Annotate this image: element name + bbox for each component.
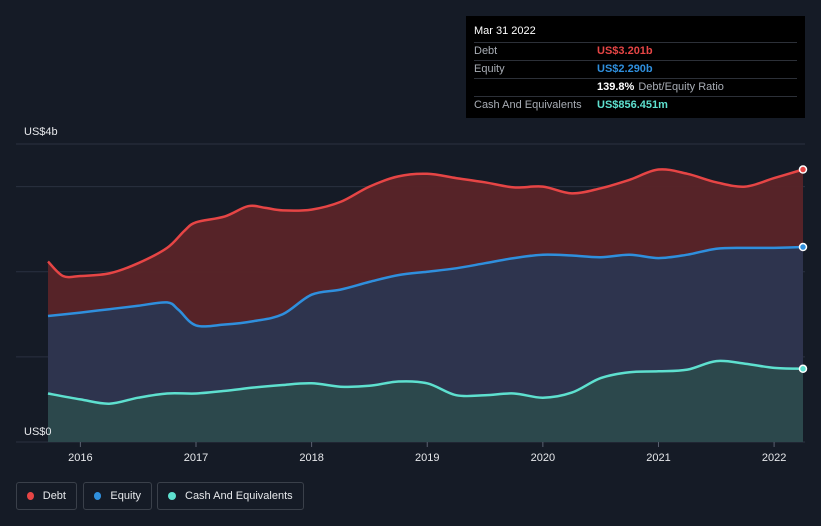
series-areas xyxy=(48,169,803,443)
tooltip-label: Debt xyxy=(474,45,498,57)
marker-cash xyxy=(798,364,808,374)
tooltip-value: 139.8% xyxy=(597,81,635,93)
legend-dot-icon xyxy=(94,492,102,500)
y-tick-label-bottom: US$0 xyxy=(24,426,52,438)
marker-equity xyxy=(798,242,808,252)
legend-label: Debt xyxy=(42,490,66,502)
x-tick-label: 2019 xyxy=(415,452,439,464)
legend-item-debt[interactable]: Debt xyxy=(16,482,77,510)
line-equity xyxy=(47,245,804,328)
tooltip-row-cash: Cash And Equivalents US$856.451m xyxy=(474,96,797,114)
tooltip-value: US$3.201b xyxy=(597,45,653,57)
legend-dot-icon xyxy=(168,492,176,500)
y-tick-label-top: US$4b xyxy=(24,126,58,138)
tooltip-row-equity: Equity US$2.290b xyxy=(474,60,797,78)
tooltip-ratio-label: Debt/Equity Ratio xyxy=(638,81,724,93)
series-lines xyxy=(47,168,804,405)
area-cash xyxy=(48,360,803,442)
legend-item-cash[interactable]: Cash And Equivalents xyxy=(157,482,304,510)
legend-dot-icon xyxy=(27,492,34,500)
line-debt xyxy=(47,168,804,279)
tooltip-label xyxy=(474,79,597,96)
line-cash xyxy=(47,359,804,405)
x-tick-label: 2017 xyxy=(184,452,208,464)
tooltip-value: US$856.451m xyxy=(597,99,668,111)
tooltip-label: Equity xyxy=(474,63,505,75)
x-tick-label: 2016 xyxy=(68,452,92,464)
tooltip-panel: Mar 31 2022 Debt US$3.201b Equity US$2.2… xyxy=(466,16,805,118)
end-markers xyxy=(798,165,808,374)
tooltip-date: Mar 31 2022 xyxy=(474,25,536,37)
x-tick-label: 2021 xyxy=(646,452,670,464)
x-axis-ticks: 2016 2017 2018 2019 2020 2021 2022 xyxy=(68,442,786,464)
x-tick-label: 2022 xyxy=(762,452,786,464)
marker-debt xyxy=(798,165,808,174)
legend-label: Cash And Equivalents xyxy=(185,490,293,502)
tooltip-value: US$2.290b xyxy=(597,63,653,75)
legend-label: Equity xyxy=(110,490,141,502)
tooltip-row-ratio: 139.8% Debt/Equity Ratio xyxy=(474,78,797,96)
tooltip-row-debt: Debt US$3.201b xyxy=(474,42,797,60)
x-tick-label: 2020 xyxy=(531,452,555,464)
tooltip-label: Cash And Equivalents xyxy=(474,99,582,111)
x-tick-label: 2018 xyxy=(299,452,323,464)
legend-item-equity[interactable]: Equity xyxy=(83,482,152,510)
